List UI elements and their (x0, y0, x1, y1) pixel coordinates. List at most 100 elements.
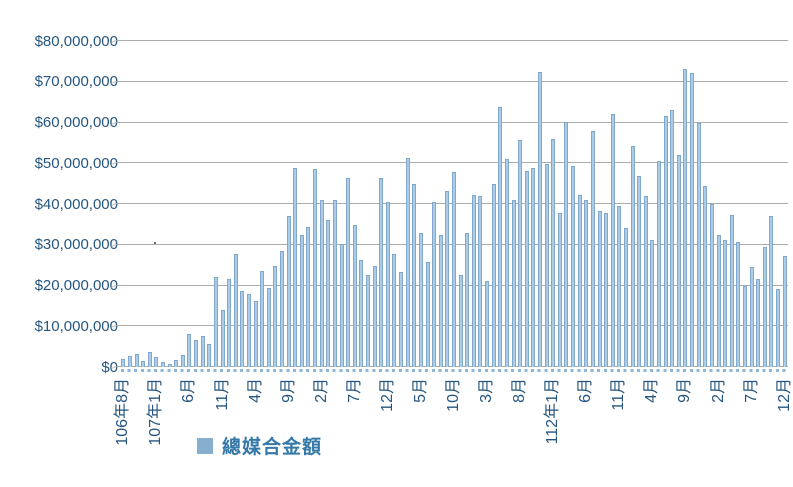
bar (670, 110, 675, 367)
bar (498, 107, 503, 367)
bar (703, 186, 708, 367)
bar (233, 254, 238, 367)
bar (359, 260, 364, 367)
gridline (120, 121, 788, 123)
bar (227, 279, 232, 367)
x-axis-tick-label: 10月 (445, 378, 462, 412)
bar (663, 115, 668, 367)
bar (518, 140, 523, 367)
bar (445, 191, 450, 367)
legend-label: 總媒合金額 (222, 437, 323, 458)
bar (200, 336, 205, 367)
y-axis-tick-label: $10,000,000 (34, 317, 118, 335)
bar (729, 214, 734, 367)
bar (531, 167, 536, 367)
gridline-end-hook (110, 121, 121, 129)
bar (657, 160, 662, 367)
bar (623, 228, 628, 367)
bar (736, 242, 741, 367)
bar (127, 356, 132, 367)
bar (366, 275, 371, 367)
gridline-end-hook (110, 162, 121, 169)
gridline-end-hook (110, 80, 121, 88)
bar (260, 271, 265, 367)
bar (769, 216, 774, 367)
bar (392, 253, 397, 367)
gridline-end-hook (110, 325, 121, 332)
x-axis-tick-label: 4月 (246, 378, 264, 403)
bar (147, 351, 152, 367)
x-axis-tick-label: 9月 (676, 378, 694, 403)
bar (432, 201, 437, 367)
bar (471, 194, 476, 367)
bar (478, 196, 483, 367)
bar (643, 196, 648, 367)
gridline (120, 80, 788, 82)
bar (187, 334, 192, 367)
bar (412, 184, 417, 367)
x-axis-tick-dashes (121, 368, 790, 372)
bar (220, 309, 225, 367)
x-axis-tick-label: 112年1月 (544, 378, 562, 445)
bar (537, 71, 542, 367)
y-axis-tick-label: $20,000,000 (34, 277, 118, 294)
bar (709, 203, 714, 367)
x-axis-tick-label: 5月 (411, 378, 429, 403)
bar (121, 358, 126, 367)
bar (617, 206, 622, 367)
y-axis-tick-label: $40,000,000 (34, 195, 118, 213)
bar (749, 267, 754, 367)
bar (776, 289, 781, 367)
bar (597, 211, 602, 367)
bar (637, 176, 642, 367)
bar (286, 216, 291, 367)
bar (716, 235, 721, 367)
y-axis-tick-label: $0 (101, 358, 118, 376)
y-axis-tick-label: $50,000,000 (34, 154, 118, 172)
bar (346, 177, 351, 367)
bar (610, 113, 615, 367)
legend-swatch-icon (197, 437, 213, 454)
bar (293, 167, 298, 367)
bar (577, 194, 582, 367)
bar (438, 234, 443, 367)
bar (491, 183, 496, 367)
x-axis-tick-label: 7月 (742, 378, 760, 403)
bar (134, 353, 139, 367)
bar (332, 199, 337, 367)
bar (782, 255, 787, 367)
bar (372, 265, 377, 367)
bar (154, 356, 159, 367)
bar (385, 201, 390, 367)
bar (762, 247, 767, 367)
bar (465, 232, 470, 367)
bar (141, 360, 146, 367)
bar (253, 301, 258, 367)
gridline-end-hook (110, 243, 121, 251)
bar (511, 199, 516, 367)
x-axis-tick-label: 9月 (279, 378, 297, 403)
x-axis-tick-label: 7月 (345, 378, 363, 403)
bar (240, 291, 245, 367)
bar (194, 340, 199, 367)
bar (690, 72, 695, 367)
bar (379, 177, 384, 367)
gridline-end-hook (110, 284, 121, 292)
bar (326, 220, 331, 367)
bar (458, 275, 463, 367)
bar (743, 285, 747, 367)
bar (723, 240, 728, 367)
bar (180, 355, 185, 367)
bar (564, 122, 569, 367)
bar (246, 294, 251, 367)
bar (590, 130, 595, 367)
x-axis-tick-label: 8月 (511, 378, 529, 403)
bar (167, 363, 172, 367)
x-axis-tick-label: 4月 (643, 378, 661, 403)
x-axis-tick-label: 11月 (213, 378, 231, 411)
bar (418, 233, 423, 367)
bar (399, 272, 404, 367)
bar (452, 171, 456, 367)
bar (604, 213, 609, 367)
x-axis-tick-label: 2月 (312, 378, 330, 403)
